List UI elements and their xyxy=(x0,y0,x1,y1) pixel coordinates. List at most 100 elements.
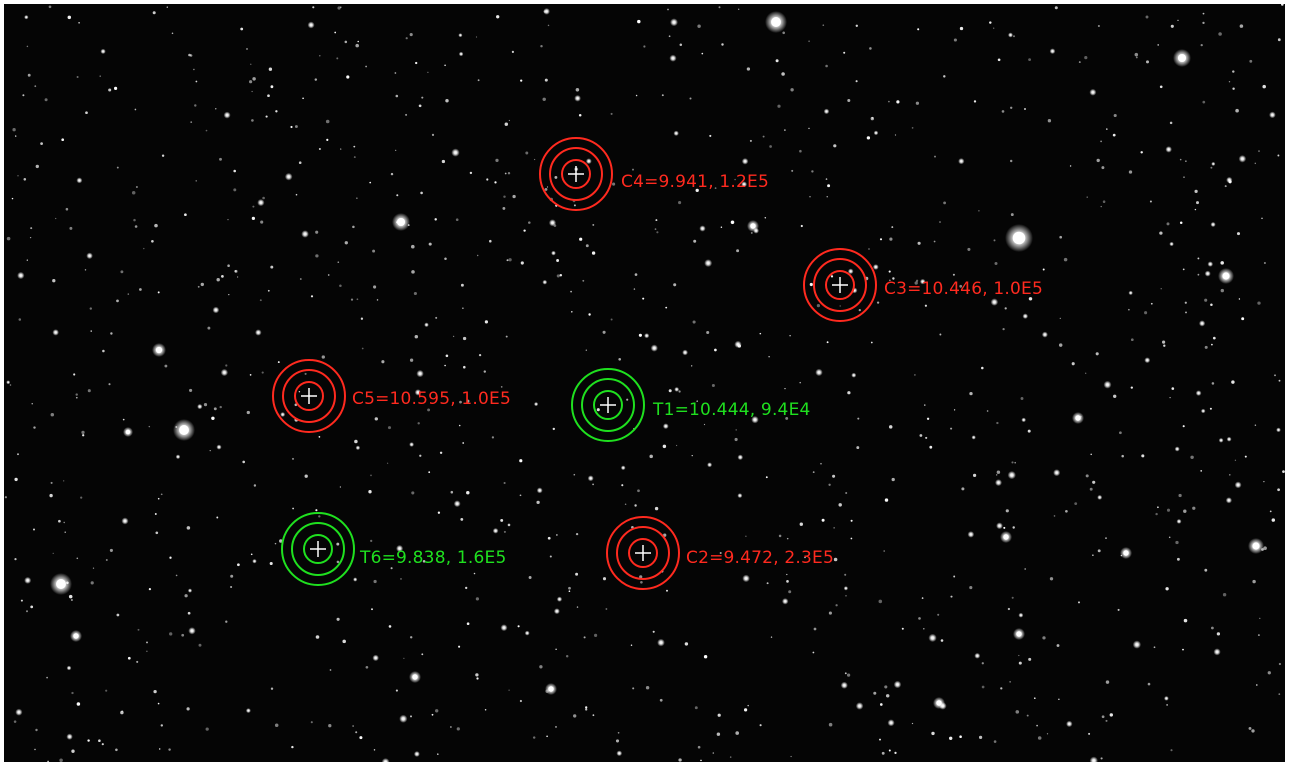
star xyxy=(207,326,211,330)
star xyxy=(27,73,31,77)
star xyxy=(267,289,270,292)
star xyxy=(73,373,76,376)
star xyxy=(764,217,767,219)
star xyxy=(203,403,208,407)
star xyxy=(833,557,838,562)
star xyxy=(649,454,653,459)
star xyxy=(1119,431,1122,435)
star xyxy=(1007,470,1016,480)
star xyxy=(197,403,203,410)
star xyxy=(765,476,768,479)
star xyxy=(575,532,579,536)
star xyxy=(1163,695,1169,701)
star xyxy=(250,63,252,65)
aperture-c5[interactable]: C5=10.595, 1.0E5 xyxy=(272,359,511,433)
star xyxy=(786,537,789,540)
star xyxy=(373,749,376,751)
star xyxy=(31,403,33,405)
star xyxy=(869,47,872,50)
star xyxy=(678,390,681,393)
star xyxy=(666,589,668,592)
bright-star-core xyxy=(936,700,942,706)
star xyxy=(543,8,550,15)
star xyxy=(318,436,321,438)
star xyxy=(820,462,822,465)
star xyxy=(775,59,779,63)
star-field-canvas: C4=9.941, 1.2E5 C3=10.446, 1.0E5 xyxy=(4,4,1285,762)
star xyxy=(30,227,33,230)
star xyxy=(665,306,668,309)
aperture-c4[interactable]: C4=9.941, 1.2E5 xyxy=(539,137,769,211)
aperture-c2[interactable]: C2=9.472, 2.3E5 xyxy=(606,516,834,590)
star xyxy=(697,24,701,28)
star xyxy=(691,454,693,457)
star xyxy=(310,721,313,724)
star xyxy=(741,158,749,165)
bright-star-core xyxy=(548,686,554,692)
star xyxy=(168,748,171,751)
star xyxy=(1085,372,1087,374)
star xyxy=(195,180,197,182)
star xyxy=(786,580,789,583)
star xyxy=(171,32,174,35)
star xyxy=(336,617,340,621)
star xyxy=(413,751,420,757)
star xyxy=(146,650,148,653)
star xyxy=(228,293,230,296)
star xyxy=(419,454,422,457)
aperture-c3[interactable]: C3=10.446, 1.0E5 xyxy=(803,248,1043,322)
aperture-t6[interactable]: T6=9.838, 1.6E5 xyxy=(281,512,507,586)
star xyxy=(1097,549,1101,553)
star xyxy=(1054,6,1058,10)
star xyxy=(1059,235,1063,239)
star xyxy=(1269,510,1272,513)
star xyxy=(879,703,883,706)
star xyxy=(1146,60,1149,64)
star xyxy=(437,511,441,514)
star xyxy=(221,275,224,278)
star xyxy=(444,257,447,261)
star xyxy=(346,75,350,79)
star xyxy=(12,128,16,132)
star xyxy=(1011,596,1014,599)
star xyxy=(262,196,265,200)
star xyxy=(873,130,879,136)
star xyxy=(706,330,710,335)
star xyxy=(830,275,834,278)
star xyxy=(940,639,944,642)
star xyxy=(108,88,112,92)
star xyxy=(90,581,94,585)
star xyxy=(891,226,894,229)
star xyxy=(368,490,372,494)
star xyxy=(234,270,237,273)
star xyxy=(424,322,429,328)
star xyxy=(1084,56,1088,60)
star xyxy=(1224,185,1227,188)
star xyxy=(1027,429,1031,433)
star xyxy=(1149,200,1152,203)
star xyxy=(855,80,858,83)
star xyxy=(1157,44,1160,46)
star xyxy=(1211,343,1213,346)
star xyxy=(24,14,29,20)
star xyxy=(1163,344,1166,347)
star xyxy=(390,172,394,176)
aperture-t1[interactable]: T1=10.444, 9.4E4 xyxy=(571,368,811,442)
star xyxy=(390,567,393,570)
star xyxy=(1274,374,1276,377)
star xyxy=(299,278,302,280)
star xyxy=(1190,455,1194,460)
star xyxy=(1053,515,1056,517)
inner-annulus-ring xyxy=(282,369,336,423)
star xyxy=(575,88,580,92)
star xyxy=(585,708,588,711)
star xyxy=(49,493,53,498)
star xyxy=(131,191,136,195)
star xyxy=(211,416,215,421)
star xyxy=(812,471,815,473)
star xyxy=(568,586,571,590)
star xyxy=(503,481,506,485)
star xyxy=(997,58,1001,62)
star xyxy=(738,8,740,10)
star xyxy=(220,368,229,377)
